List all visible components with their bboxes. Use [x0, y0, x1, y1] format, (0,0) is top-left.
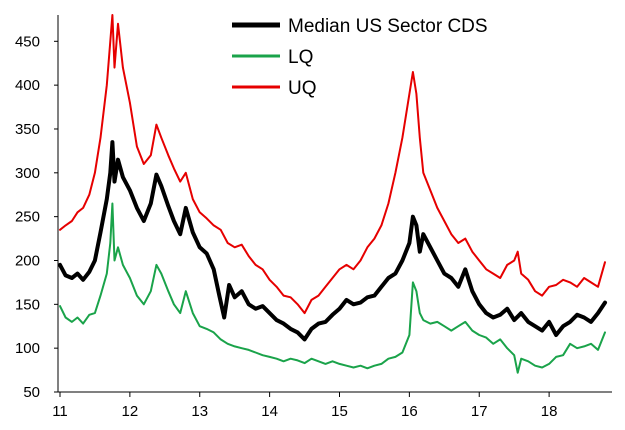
legend-label-uq: UQ — [288, 78, 317, 99]
x-tick-label: 12 — [122, 403, 139, 420]
y-tick-label: 50 — [23, 384, 40, 401]
series-line-uq — [59, 14, 606, 315]
series-line-lq — [59, 202, 606, 374]
x-tick-label: 17 — [471, 403, 488, 420]
y-tick-label: 400 — [15, 77, 40, 94]
y-tick-label: 150 — [15, 296, 40, 313]
y-tick-label: 250 — [15, 209, 40, 226]
x-tick-label: 14 — [261, 403, 278, 420]
y-tick-label: 450 — [15, 33, 40, 50]
legend-label-lq: LQ — [288, 47, 313, 68]
legend: Median US Sector CDS LQ UQ — [232, 16, 488, 99]
y-tick-label: 100 — [15, 340, 40, 357]
x-tick-label: 15 — [331, 403, 348, 420]
x-tick-label: 13 — [191, 403, 208, 420]
y-axis: 50 100 150 200 250 300 350 400 450 — [15, 15, 59, 401]
series-layer — [58, 14, 607, 374]
x-axis: 11 12 13 14 15 16 17 18 — [52, 391, 612, 420]
legend-label-median-us-sector-cds: Median US Sector CDS — [288, 16, 488, 37]
x-tick-label: 16 — [401, 403, 418, 420]
series-line-median-us-sector-cds — [58, 140, 607, 342]
y-tick-label: 200 — [15, 252, 40, 269]
x-tick-label: 11 — [52, 403, 68, 420]
y-tick-label: 350 — [15, 121, 40, 138]
y-tick-label: 300 — [15, 165, 40, 182]
x-tick-label: 18 — [541, 403, 558, 420]
